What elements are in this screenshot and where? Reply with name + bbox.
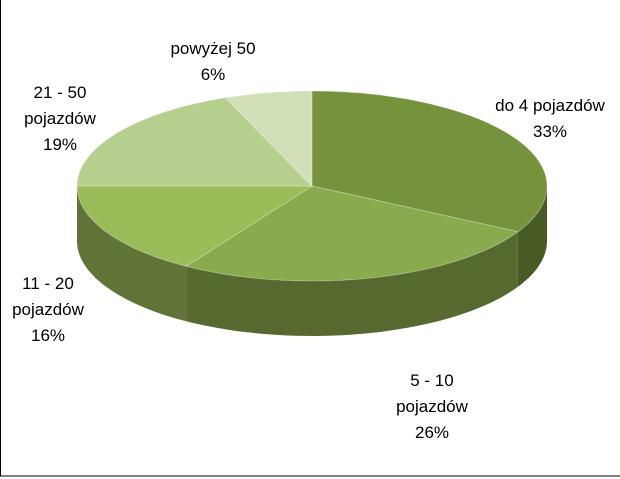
- value-label: 6%: [200, 65, 226, 84]
- data-label: 5 - 10 pojazdów 26%: [372, 368, 492, 446]
- pie-slice: [76, 97, 314, 187]
- pie-side: [517, 186, 547, 287]
- data-label: do 4 pojazdów 33%: [490, 93, 610, 145]
- pie-slice: [76, 185, 314, 267]
- data-label: 21 - 50 pojazdów 19%: [0, 80, 120, 158]
- data-label: powyżej 50 6%: [153, 36, 273, 88]
- data-label: 11 - 20 pojazdów 16%: [0, 271, 108, 349]
- category-label: 5 - 10 pojazdów: [396, 371, 468, 416]
- pie-side: [186, 231, 518, 336]
- category-label: do 4 pojazdów: [495, 96, 605, 115]
- value-label: 19%: [42, 135, 78, 154]
- value-label: 33%: [532, 122, 568, 141]
- value-label: 26%: [414, 423, 450, 442]
- pie-slice: [311, 90, 548, 233]
- pie-slice: [224, 90, 313, 188]
- pie-slice: [184, 185, 520, 282]
- value-label: 16%: [30, 326, 66, 345]
- category-label: 11 - 20 pojazdów: [12, 274, 84, 319]
- category-label: powyżej 50: [170, 39, 256, 58]
- category-label: 21 - 50 pojazdów: [24, 83, 96, 128]
- pie-side: [77, 186, 187, 322]
